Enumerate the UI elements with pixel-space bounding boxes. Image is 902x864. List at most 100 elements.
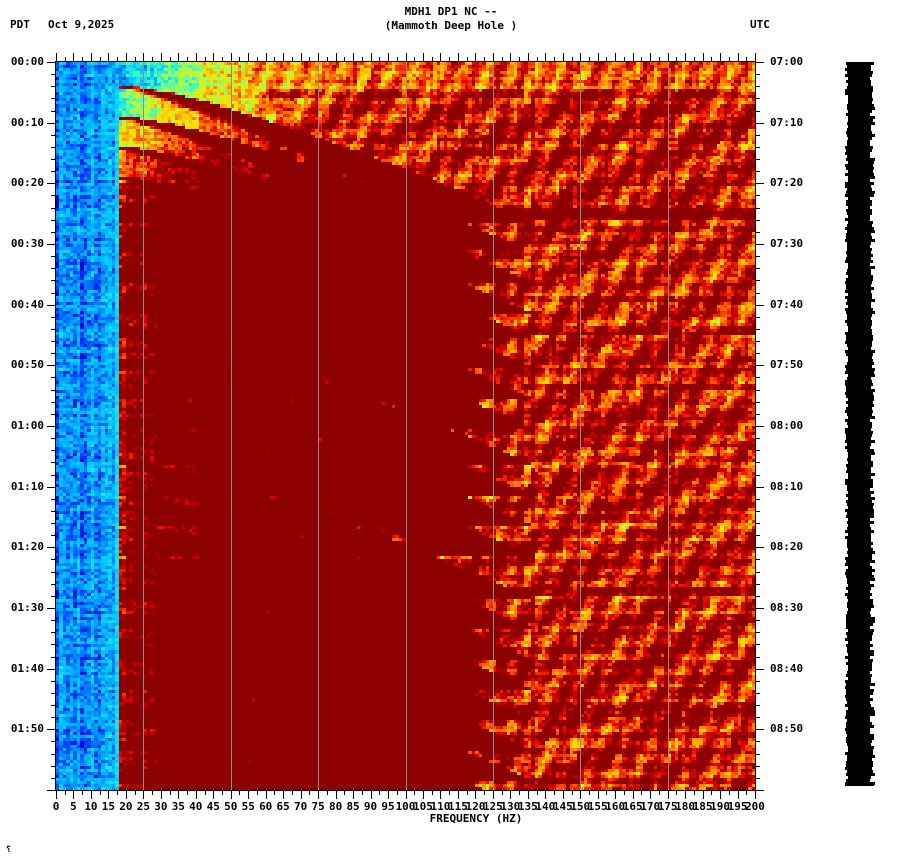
x-tick-major-top (73, 53, 74, 62)
x-axis-tick-label: 195 (727, 800, 748, 813)
x-tick-major-top (563, 53, 564, 62)
x-tick-major (720, 790, 721, 799)
y-tick-major-left (47, 790, 56, 791)
y-tick-minor-right (755, 195, 760, 196)
x-tick-minor (65, 790, 66, 795)
y-tick-minor-right (755, 535, 760, 536)
x-tick-major (703, 790, 704, 799)
y-tick-minor-left (51, 644, 56, 645)
x-tick-minor-top (449, 57, 450, 62)
x-axis-tick-label: 200 (745, 800, 765, 813)
y-axis-left-label: 00:30 (10, 237, 44, 250)
page-title-line1: MDH1 DP1 NC -- (404, 5, 498, 18)
header-timezone-right: UTC (750, 18, 770, 31)
x-tick-major-top (580, 53, 581, 62)
y-axis-left-label: 00:10 (10, 115, 44, 129)
x-tick-minor (537, 790, 538, 795)
x-tick-major (475, 790, 476, 799)
x-tick-minor (397, 790, 398, 795)
y-tick-minor-right (755, 414, 760, 415)
y-tick-major-right (755, 244, 764, 245)
y-tick-minor-left (51, 523, 56, 524)
y-tick-minor-right (755, 657, 760, 658)
x-tick-major (371, 790, 372, 799)
x-tick-major-top (108, 53, 109, 62)
y-tick-major-left (47, 365, 56, 366)
y-tick-minor-right (755, 280, 760, 281)
x-tick-major (406, 790, 407, 799)
y-tick-major-left (47, 305, 56, 306)
y-tick-major-right (755, 487, 764, 488)
x-axis-tick-label: 135 (517, 800, 538, 813)
x-tick-minor-top (205, 57, 206, 62)
x-tick-minor-top (397, 57, 398, 62)
x-axis-tick-label: 130 (500, 800, 521, 813)
y-tick-minor-right (755, 147, 760, 148)
x-tick-minor-top (659, 57, 660, 62)
x-axis-tick-label: 100 (395, 800, 416, 813)
x-tick-major-top (336, 53, 337, 62)
y-tick-minor-right (755, 754, 760, 755)
x-tick-minor-top (432, 57, 433, 62)
y-axis-right-label: 08:10 (770, 479, 804, 493)
y-axis-left-label: 01:00 (10, 419, 44, 432)
x-tick-major-top (196, 53, 197, 62)
x-tick-major-top (528, 53, 529, 62)
x-tick-major (563, 790, 564, 799)
y-tick-minor-right (755, 620, 760, 621)
x-tick-major (685, 790, 686, 799)
x-tick-major-top (248, 53, 249, 62)
x-tick-minor (292, 790, 293, 795)
x-tick-minor-top (519, 57, 520, 62)
x-tick-major-top (406, 53, 407, 62)
x-tick-minor-top (589, 57, 590, 62)
x-tick-minor-top (152, 57, 153, 62)
y-tick-minor-left (51, 353, 56, 354)
x-tick-minor (82, 790, 83, 795)
y-tick-minor-right (755, 475, 760, 476)
y-axis-right-label: 07:50 (770, 358, 804, 372)
x-tick-major (458, 790, 459, 799)
x-tick-minor (711, 790, 712, 795)
y-tick-minor-left (51, 705, 56, 706)
y-tick-minor-left (51, 220, 56, 221)
x-tick-major-top (703, 53, 704, 62)
y-tick-minor-right (755, 171, 760, 172)
x-tick-major-top (458, 53, 459, 62)
x-tick-minor (641, 790, 642, 795)
x-tick-major (213, 790, 214, 799)
x-tick-minor-top (484, 57, 485, 62)
x-tick-minor (344, 790, 345, 795)
x-tick-major-top (475, 53, 476, 62)
x-tick-minor (572, 790, 573, 795)
x-tick-minor-top (309, 57, 310, 62)
x-tick-major (423, 790, 424, 799)
x-axis-tick-label: 120 (465, 800, 486, 813)
x-tick-major-top (143, 53, 144, 62)
x-axis-tick-label: 165 (622, 800, 643, 813)
x-tick-minor-top (624, 57, 625, 62)
y-tick-major-left (47, 608, 56, 609)
y-tick-minor-left (51, 438, 56, 439)
x-tick-minor (379, 790, 380, 795)
x-tick-major (248, 790, 249, 799)
y-tick-major-left (47, 123, 56, 124)
y-axis-left-label: 01:50 (10, 722, 44, 736)
x-axis-tick-label: 25 (136, 800, 150, 813)
y-tick-minor-left (51, 499, 56, 500)
x-tick-minor-top (641, 57, 642, 62)
y-tick-major-right (755, 547, 764, 548)
x-tick-major (615, 790, 616, 799)
y-tick-minor-right (755, 450, 760, 451)
y-tick-major-right (755, 426, 764, 427)
x-tick-major (353, 790, 354, 799)
x-axis-tick-label: 45 (206, 800, 220, 813)
x-tick-major (493, 790, 494, 799)
y-tick-major-right (755, 729, 764, 730)
x-axis-tick-label: 160 (605, 800, 626, 813)
y-tick-minor-right (755, 329, 760, 330)
x-tick-minor (659, 790, 660, 795)
y-tick-minor-right (755, 462, 760, 463)
x-tick-major-top (423, 53, 424, 62)
x-axis-title: FREQUENCY (HZ) (429, 812, 523, 825)
